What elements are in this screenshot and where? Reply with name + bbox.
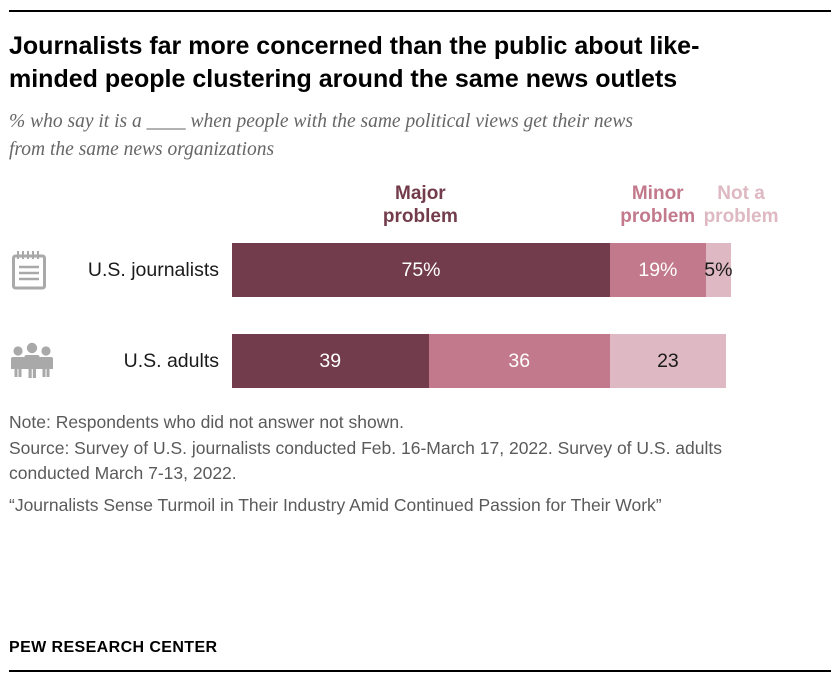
bar-segment: 39 <box>232 334 429 389</box>
bar-value-label: 36 <box>508 349 531 372</box>
chart-title: Journalists far more concerned than the … <box>9 32 700 93</box>
bar-segment: 19% <box>610 243 706 298</box>
legend-label-major-problem: Major problem <box>382 183 458 227</box>
bar-value-label: 23 <box>657 349 679 372</box>
bar-value-label: 75% <box>401 258 441 281</box>
bar-value-label: 19% <box>638 258 678 281</box>
bar-segment: 75% <box>232 243 610 298</box>
chart-legend: Major problem Minor problem Not a problem <box>231 181 779 239</box>
clipboard-icon <box>9 248 55 292</box>
chart-notes: Note: Respondents who did not answer not… <box>9 410 831 517</box>
bar-track: 75% 19% 5% <box>232 243 736 298</box>
report-title: “Journalists Sense Turmoil in Their Indu… <box>9 494 662 515</box>
bar-segment: 36 <box>428 334 610 389</box>
stacked-bar-chart: Major problem Minor problem Not a problem U.S… <box>9 181 831 389</box>
bar-row: U.S. journalists 75% 19% 5% <box>9 243 736 298</box>
row-label: U.S. adults <box>123 349 219 372</box>
bar-segment: 5% <box>704 243 733 298</box>
legend-label-minor-problem: Minor problem <box>620 183 696 227</box>
legend-label-not-a-problem: Not a problem <box>703 183 779 227</box>
bar-track: 39 36 23 <box>232 334 736 389</box>
people-icon <box>9 339 55 383</box>
card-inner: Journalists far more concerned than the … <box>9 10 831 672</box>
source-text: Source: Survey of U.S. journalists condu… <box>9 438 722 484</box>
bar-value-label: 5% <box>704 258 733 281</box>
chart-rows: U.S. journalists 75% 19% 5% U.S. adults 39 36… <box>9 243 736 389</box>
pew-research-center-logo: PEW RESEARCH CENTER <box>9 639 218 656</box>
bar-segment: 23 <box>609 334 726 389</box>
bar-value-label: 39 <box>319 349 342 372</box>
chart-subtitle: % who say it is a ____ when people with … <box>9 111 633 160</box>
row-label: U.S. journalists <box>87 258 219 281</box>
bar-row: U.S. adults 39 36 23 <box>9 334 736 389</box>
note-text: Note: Respondents who did not answer not… <box>9 412 404 433</box>
